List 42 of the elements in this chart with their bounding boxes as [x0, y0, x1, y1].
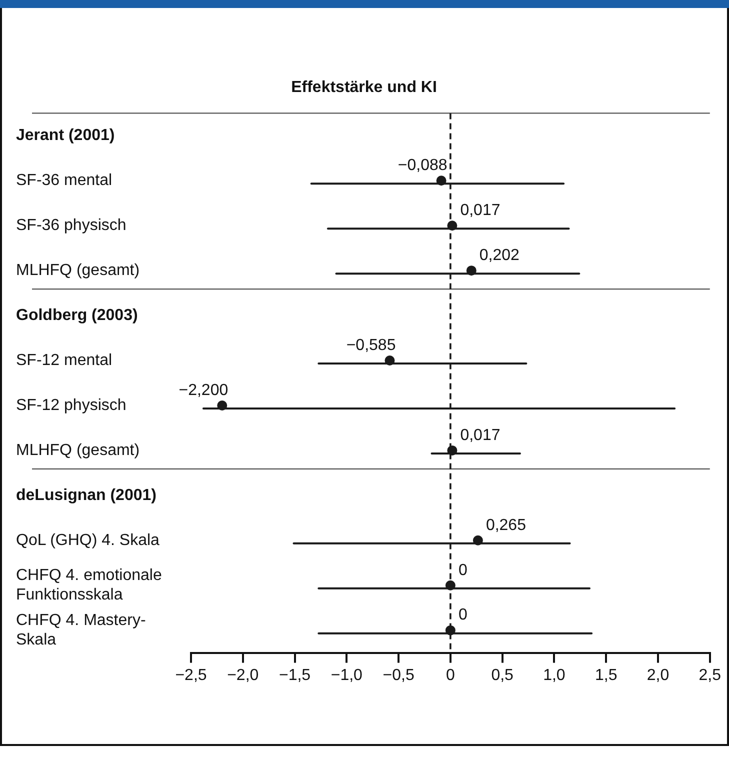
point [217, 400, 228, 410]
y-tick-label: Goldberg (2003) [16, 306, 138, 324]
x-tick-label: 0,5 [491, 666, 514, 684]
point [384, 356, 395, 366]
y-tick-label: MLHFQ (gesamt) [16, 442, 140, 459]
y-tick-label: SF-12 mental [16, 352, 112, 369]
data-label: 0,265 [486, 516, 526, 534]
data-label: −0,585 [346, 336, 396, 354]
x-tick-label: 0 [446, 666, 455, 684]
x-tick-label: −0,5 [382, 666, 414, 684]
point [447, 445, 458, 456]
x-tick-label: 2,0 [646, 666, 670, 684]
point [445, 625, 456, 636]
y-tick-label: SF-36 mental [16, 172, 112, 190]
y-tick-label: CHFQ 4. Mastery-Skala [16, 612, 146, 648]
y-tick-label: deLusignan (2001) [16, 486, 156, 504]
chart-title: Effektstärke und KI [291, 79, 437, 96]
point [472, 535, 483, 546]
x-tick-label: −1,0 [330, 666, 363, 684]
data-label: 0,017 [460, 426, 500, 444]
point [447, 220, 458, 231]
x-tick-label: −2,0 [227, 666, 259, 684]
y-tick-label: SF-36 physisch [16, 217, 126, 234]
y-tick-label: SF-12 physisch [16, 396, 126, 414]
y-tick-label: MLHFQ (gesamt) [16, 262, 140, 279]
point [445, 580, 456, 590]
data-label: −0,088 [398, 157, 448, 174]
y-tick-label: Jerant (2001) [16, 127, 115, 144]
x-tick-label: 2,5 [698, 666, 722, 684]
x-tick-label: −2,5 [175, 666, 207, 684]
x-tick-label: −1,5 [278, 666, 311, 684]
data-label: 0 [458, 606, 468, 624]
y-tick-label: CHFQ 4. emotionale Funktionsskala [16, 567, 162, 604]
point [466, 266, 476, 276]
data-label: 0 [458, 562, 468, 579]
y-tick-label: QoL (GHQ) 4. Skala [16, 532, 160, 549]
point [436, 176, 446, 186]
x-tick-label: 1,5 [594, 666, 618, 684]
data-label: 0,017 [460, 202, 500, 220]
data-label: −2,200 [178, 382, 228, 399]
data-label: 0,202 [479, 246, 520, 264]
x-tick-label: 1,0 [543, 666, 566, 684]
